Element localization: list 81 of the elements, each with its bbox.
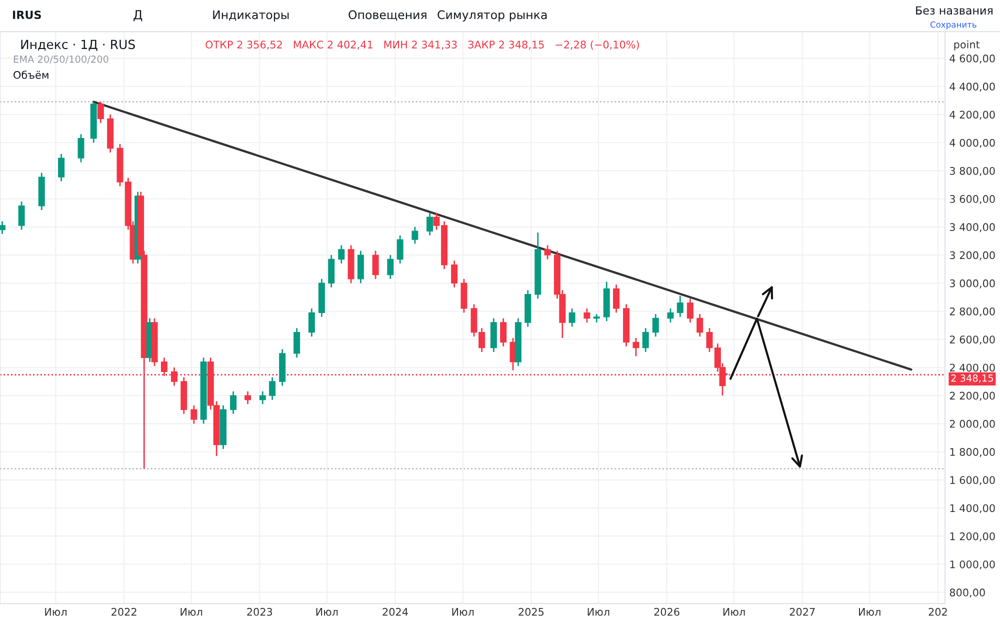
- x-tick-label: 202: [928, 608, 947, 616]
- candlestick: [632, 337, 640, 357]
- candlestick: [269, 376, 276, 400]
- x-tick-label: Июл: [316, 608, 338, 616]
- x-tick-label: 2022: [112, 608, 136, 616]
- ref-line-label: 2 348,15: [951, 374, 993, 383]
- y-tick-label: 3 400,00: [950, 223, 995, 232]
- candlestick: [259, 390, 266, 405]
- x-tick-label: 2024: [382, 608, 408, 616]
- candlestick: [584, 308, 590, 324]
- candlestick: [568, 308, 576, 328]
- y-tick-label: 2 600,00: [950, 336, 995, 345]
- x-tick-label: Июл: [723, 608, 745, 616]
- x-tick-label: 2026: [654, 608, 680, 616]
- x-tick-label: 2025: [518, 608, 544, 616]
- y-tick-label: 1 000,00: [950, 560, 995, 570]
- y-tick-label: 1 200,00: [950, 532, 995, 542]
- candlestick: [0, 220, 6, 235]
- candlestick: [412, 226, 418, 244]
- y-tick-label: 1 800,00: [950, 448, 995, 457]
- candlestick: [190, 404, 198, 424]
- annotation: Объём: [14, 70, 48, 79]
- candlestick: [500, 318, 507, 348]
- candlestick: [667, 308, 674, 324]
- candlestick: [387, 254, 394, 280]
- candlestick: [686, 298, 694, 324]
- x-tick-label: Июл: [180, 608, 202, 616]
- text: ОТКР 2 356,52 МАКС 2 402,41 МИН 2 341,33 ЗАКР 2 348,15 −2,28 (−0,10%): [206, 40, 639, 50]
- text: Индикаторы: [213, 10, 289, 22]
- candlestick: [613, 284, 620, 314]
- candlestick: [696, 313, 704, 338]
- y-tick-label: 3 600,00: [950, 195, 995, 204]
- text: Без названия: [916, 6, 992, 15]
- annotation: EMA 20/50/100/200: [14, 56, 108, 64]
- candlestick: [396, 234, 404, 264]
- y-axis-title: point: [954, 40, 980, 50]
- y-tick-label: 4 200,00: [950, 110, 995, 120]
- x-tick-label: Июл: [859, 608, 880, 616]
- candlestick: [338, 244, 345, 264]
- text: IRUS: [13, 10, 41, 20]
- x-tick-label: Июл: [588, 608, 610, 616]
- x-tick-label: 2027: [790, 608, 815, 616]
- candlestick: [451, 260, 458, 288]
- candlestick: [544, 244, 551, 260]
- text: Д: [134, 10, 142, 22]
- candlestick: [642, 327, 649, 353]
- y-tick-label: 4 000,00: [950, 138, 995, 148]
- candlestick: [706, 327, 713, 353]
- text: Индекс · 1Д · RUS: [21, 40, 135, 51]
- y-tick-label: 2 200,00: [950, 392, 995, 401]
- y-tick-label: 3 000,00: [950, 279, 995, 288]
- candlestick: [426, 212, 434, 236]
- y-tick-label: 4 600,00: [950, 54, 995, 64]
- candlestick: [652, 313, 659, 338]
- y-tick-label: 3 200,00: [950, 251, 995, 260]
- x-tick-label: Июл: [452, 608, 474, 616]
- y-tick-label: 3 800,00: [950, 166, 995, 176]
- candlestick: [676, 295, 684, 318]
- x-tick-label: Июл: [45, 608, 66, 616]
- candlestick: [294, 327, 300, 358]
- candlestick: [78, 133, 84, 163]
- y-tick-label: 1 600,00: [950, 476, 995, 486]
- candlestick: [230, 390, 237, 415]
- y-tick-label: 2 800,00: [950, 307, 995, 316]
- candlestick: [357, 250, 364, 284]
- candlestick: [58, 153, 65, 182]
- y-tick-label: 800,00: [950, 588, 985, 598]
- y-tick-label: 1 400,00: [950, 504, 995, 514]
- candlestick: [372, 250, 379, 280]
- y-tick-label: 2 000,00: [950, 420, 995, 429]
- y-tick-label: 4 400,00: [950, 82, 995, 92]
- candlestick: [244, 390, 252, 405]
- candlestick: [308, 308, 315, 338]
- y-tick-label: 2 400,00: [950, 364, 995, 373]
- candlestick: [97, 101, 104, 124]
- x-tick-label: 2023: [247, 608, 272, 616]
- text: Симулятор рынка: [438, 10, 547, 22]
- text: Сохранить: [930, 21, 976, 30]
- text: Оповещения: [348, 10, 426, 21]
- candlestick: [18, 200, 25, 230]
- candlestick: [328, 254, 335, 288]
